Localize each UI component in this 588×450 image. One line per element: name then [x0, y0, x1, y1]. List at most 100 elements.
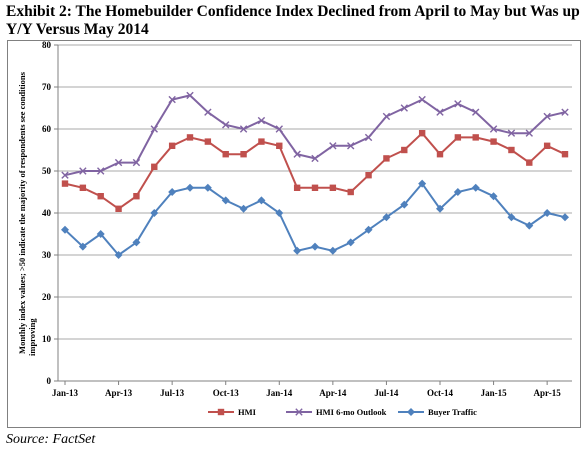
data-point-hmi-6-mo-outlook: [561, 108, 569, 116]
data-point-buyer-traffic: [418, 179, 427, 188]
data-point-hmi: [436, 151, 444, 158]
series-hmi-6-mo-outlook: [61, 91, 569, 179]
y-axis-label-line2: improving: [27, 318, 37, 356]
data-point-hmi-6-mo-outlook-stroke: [97, 167, 105, 175]
data-point-hmi: [61, 180, 69, 187]
data-point-hmi-6-mo-outlook: [79, 167, 87, 175]
legend-item-hmi: HMI: [208, 407, 257, 417]
y-tick-label: 40: [42, 208, 52, 218]
data-point-hmi-6-mo-outlook: [257, 116, 266, 125]
x-tick-label: Apr-13: [105, 388, 133, 398]
data-point-hmi: [293, 184, 301, 191]
data-point-hmi: [365, 172, 372, 179]
legend-swatch-marker: [217, 408, 225, 416]
data-point-hmi-6-mo-outlook: [454, 100, 462, 108]
data-point-hmi-6-mo-outlook: [418, 95, 426, 104]
data-point-hmi: [222, 151, 229, 158]
y-axis-label-group: Monthly index values; >50 indicate the m…: [17, 71, 37, 356]
data-point-hmi-6-mo-outlook: [114, 158, 123, 167]
data-point-hmi-6-mo-outlook: [489, 125, 498, 133]
data-point-hmi: [133, 193, 140, 200]
data-point-hmi: [347, 188, 354, 196]
legend-label: Buyer Traffic: [428, 407, 477, 417]
data-point-hmi: [151, 163, 158, 170]
data-point-buyer-traffic: [96, 230, 105, 238]
legend-label: HMI: [238, 407, 257, 417]
data-point-hmi-6-mo-outlook-stroke: [168, 95, 176, 104]
data-point-hmi-6-mo-outlook-stroke: [418, 95, 426, 104]
y-tick-label: 0: [47, 376, 52, 386]
line-chart: 0 10 20 30 40 50 60 70 80 Jan-13 Apr-13 Jul-13 Oct-1…: [17, 40, 572, 417]
x-tick-label: Jul-14: [374, 388, 399, 398]
data-point-hmi-6-mo-outlook-stroke: [525, 129, 533, 137]
data-point-hmi-6-mo-outlook-stroke: [489, 125, 498, 133]
data-point-hmi-6-mo-outlook: [132, 158, 141, 167]
data-point-buyer-traffic: [311, 242, 319, 251]
data-point-hmi-6-mo-outlook-stroke: [293, 150, 301, 158]
data-point-hmi-6-mo-outlook: [382, 112, 391, 121]
data-point-hmi: [115, 205, 122, 212]
y-tick-label: 20: [42, 292, 52, 302]
data-point-hmi-6-mo-outlook: [61, 171, 69, 179]
legend-swatch-marker: [407, 408, 415, 416]
data-point-hmi: [454, 134, 462, 141]
data-point-hmi-6-mo-outlook-stroke: [364, 133, 373, 142]
data-point-hmi-6-mo-outlook-stroke: [275, 125, 283, 133]
data-point-hmi-6-mo-outlook: [364, 133, 373, 142]
data-point-hmi-6-mo-outlook-stroke: [347, 142, 355, 150]
data-point-buyer-traffic: [78, 242, 87, 251]
data-point-buyer-traffic: [525, 221, 534, 230]
data-point-buyer-traffic: [364, 225, 373, 234]
data-point-buyer-traffic: [436, 204, 444, 213]
data-point-buyer-traffic: [150, 209, 159, 217]
legend-swatch-marker-stroke: [295, 408, 303, 416]
y-tick-label: 60: [42, 124, 52, 134]
x-tick-label: Oct-13: [213, 388, 239, 398]
legend-swatch-marker: [295, 408, 303, 416]
series-buyer-traffic: [61, 179, 569, 259]
data-point-hmi-6-mo-outlook: [472, 108, 480, 116]
data-point-buyer-traffic: [561, 213, 569, 222]
legend-item-hmi-6-mo-outlook: HMI 6-mo Outlook: [286, 407, 387, 417]
data-point-buyer-traffic: [239, 204, 248, 213]
data-point-buyer-traffic: [275, 209, 284, 217]
data-point-hmi: [186, 134, 194, 141]
data-point-buyer-traffic: [168, 188, 177, 196]
data-point-hmi-6-mo-outlook-stroke: [454, 100, 462, 108]
y-tick-label: 80: [42, 40, 52, 50]
data-point-hmi: [508, 146, 515, 154]
y-axis-label: Monthly index values; >50 indicate the m…: [17, 71, 37, 356]
data-point-buyer-traffic: [489, 192, 498, 201]
data-point-hmi: [472, 134, 479, 141]
data-point-buyer-traffic: [507, 213, 516, 222]
data-point-hmi-6-mo-outlook: [239, 125, 248, 133]
data-point-hmi: [258, 138, 265, 145]
data-point-hmi: [418, 130, 426, 137]
data-point-hmi: [311, 184, 319, 191]
source-note: Source: FactSet: [6, 432, 96, 447]
legend: HMI HMI 6-mo Outlook Buyer Traffic: [208, 407, 477, 417]
data-point-hmi-6-mo-outlook: [347, 142, 355, 150]
data-point-hmi-6-mo-outlook-stroke: [507, 129, 516, 137]
data-point-hmi: [543, 142, 551, 149]
data-point-hmi: [383, 155, 390, 162]
data-point-hmi-6-mo-outlook: [507, 129, 516, 137]
data-point-buyer-traffic: [293, 246, 302, 255]
data-point-hmi-6-mo-outlook-stroke: [472, 108, 480, 116]
legend-label: HMI 6-mo Outlook: [316, 407, 387, 417]
y-tick-label: 50: [42, 166, 52, 176]
data-point-hmi: [490, 138, 497, 145]
data-point-buyer-traffic: [61, 225, 69, 234]
y-tick-label: 10: [42, 334, 52, 344]
data-point-hmi-6-mo-outlook-stroke: [436, 108, 444, 116]
data-point-buyer-traffic: [132, 238, 141, 247]
x-tick-label: Jul-13: [160, 388, 185, 398]
data-point-hmi: [329, 184, 337, 191]
y-tick-label: 30: [42, 250, 52, 260]
data-point-hmi-6-mo-outlook: [400, 104, 408, 112]
data-point-hmi-6-mo-outlook: [150, 125, 158, 133]
x-tick-label: Apr-15: [534, 388, 562, 398]
data-point-hmi: [240, 151, 247, 158]
data-point-hmi-6-mo-outlook: [525, 129, 533, 137]
series-hmi: [61, 130, 569, 212]
